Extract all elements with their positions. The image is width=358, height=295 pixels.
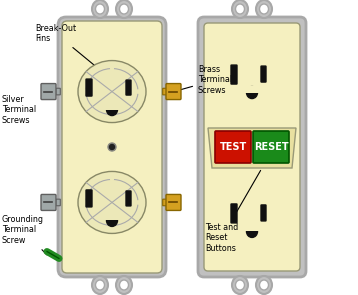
Bar (105, 101, 119, 109)
FancyBboxPatch shape (261, 205, 266, 221)
Ellipse shape (120, 4, 129, 14)
Text: RESET: RESET (254, 142, 288, 152)
Text: Brass
Terminal
Screws: Brass Terminal Screws (177, 65, 232, 95)
FancyBboxPatch shape (86, 79, 92, 96)
Text: TEST: TEST (219, 142, 247, 152)
FancyBboxPatch shape (166, 194, 181, 210)
FancyBboxPatch shape (126, 191, 131, 206)
Ellipse shape (236, 4, 245, 14)
Ellipse shape (116, 276, 132, 294)
Text: Test and
Reset
Buttons: Test and Reset Buttons (205, 171, 261, 253)
Ellipse shape (256, 276, 272, 294)
Bar (105, 212, 119, 220)
Ellipse shape (247, 225, 257, 237)
Polygon shape (208, 128, 296, 168)
FancyBboxPatch shape (86, 190, 92, 207)
Ellipse shape (236, 280, 245, 290)
Ellipse shape (78, 171, 146, 233)
Ellipse shape (247, 86, 257, 99)
FancyBboxPatch shape (163, 199, 167, 206)
FancyBboxPatch shape (198, 17, 306, 277)
Text: Silver
Terminal
Screws: Silver Terminal Screws (2, 95, 45, 125)
FancyBboxPatch shape (56, 88, 60, 95)
FancyBboxPatch shape (58, 17, 166, 277)
Bar (245, 224, 259, 232)
FancyBboxPatch shape (56, 199, 60, 206)
Ellipse shape (92, 0, 108, 18)
Circle shape (108, 143, 116, 151)
Ellipse shape (92, 276, 108, 294)
FancyBboxPatch shape (215, 131, 251, 163)
Bar (245, 86, 259, 93)
FancyBboxPatch shape (41, 194, 56, 210)
Ellipse shape (96, 4, 105, 14)
FancyBboxPatch shape (261, 66, 266, 82)
Ellipse shape (106, 214, 117, 227)
Ellipse shape (96, 280, 105, 290)
Ellipse shape (120, 280, 129, 290)
Ellipse shape (260, 4, 268, 14)
Ellipse shape (256, 0, 272, 18)
FancyBboxPatch shape (166, 83, 181, 99)
Ellipse shape (116, 0, 132, 18)
Text: Grounding
Terminal
Screw: Grounding Terminal Screw (2, 215, 47, 255)
Text: Break-Out
Fins: Break-Out Fins (35, 24, 100, 70)
FancyBboxPatch shape (231, 204, 237, 223)
Circle shape (110, 145, 115, 150)
Ellipse shape (260, 280, 268, 290)
FancyBboxPatch shape (231, 65, 237, 84)
FancyBboxPatch shape (163, 88, 167, 95)
FancyBboxPatch shape (204, 23, 300, 271)
FancyBboxPatch shape (41, 83, 56, 99)
FancyBboxPatch shape (126, 80, 131, 95)
Ellipse shape (106, 104, 117, 116)
Ellipse shape (232, 0, 248, 18)
Ellipse shape (232, 276, 248, 294)
FancyBboxPatch shape (253, 131, 289, 163)
FancyBboxPatch shape (62, 21, 162, 273)
Ellipse shape (78, 60, 146, 122)
